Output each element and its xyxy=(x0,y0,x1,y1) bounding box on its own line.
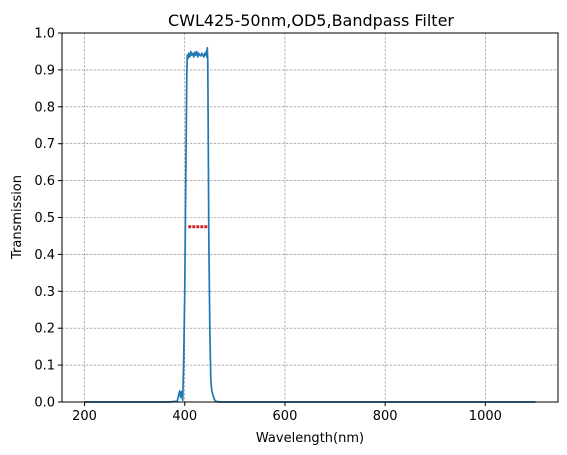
y-tick-label: 0.3 xyxy=(34,285,55,300)
x-tick-label: 400 xyxy=(172,409,197,424)
x-axis-label: Wavelength(nm) xyxy=(256,431,364,446)
x-tick-label: 600 xyxy=(273,409,298,424)
series-layer xyxy=(84,46,536,403)
marker-point xyxy=(188,225,192,229)
y-tick-label: 0.0 xyxy=(34,396,55,411)
x-tick-label: 200 xyxy=(72,409,97,424)
x-axis-ticks: 200 400 600 800 1000 xyxy=(72,402,502,424)
y-tick-label: 0.6 xyxy=(34,174,55,189)
y-tick-label: 0.7 xyxy=(34,137,55,152)
y-tick-label: 0.2 xyxy=(34,322,55,337)
marker-point xyxy=(196,225,200,229)
marker-point xyxy=(204,225,208,229)
y-tick-label: 0.4 xyxy=(34,248,55,263)
x-tick-label: 800 xyxy=(373,409,398,424)
chart-title: CWL425-50nm,OD5,Bandpass Filter xyxy=(168,11,454,30)
y-tick-label: 0.8 xyxy=(34,100,55,115)
y-axis-ticks: 0.0 0.1 0.2 0.3 0.4 0.5 0.6 0.7 0.8 0.9 1.0 xyxy=(34,27,62,411)
marker-point xyxy=(192,225,196,229)
marker-point xyxy=(200,225,204,229)
y-tick-label: 0.9 xyxy=(34,63,55,78)
y-tick-label: 0.5 xyxy=(34,211,55,226)
y-tick-label: 0.1 xyxy=(34,359,55,374)
x-tick-label: 1000 xyxy=(469,409,502,424)
grid xyxy=(62,32,558,403)
y-tick-label: 1.0 xyxy=(34,27,55,42)
series-line-0 xyxy=(84,46,536,403)
y-axis-label: Transmission xyxy=(10,175,25,260)
